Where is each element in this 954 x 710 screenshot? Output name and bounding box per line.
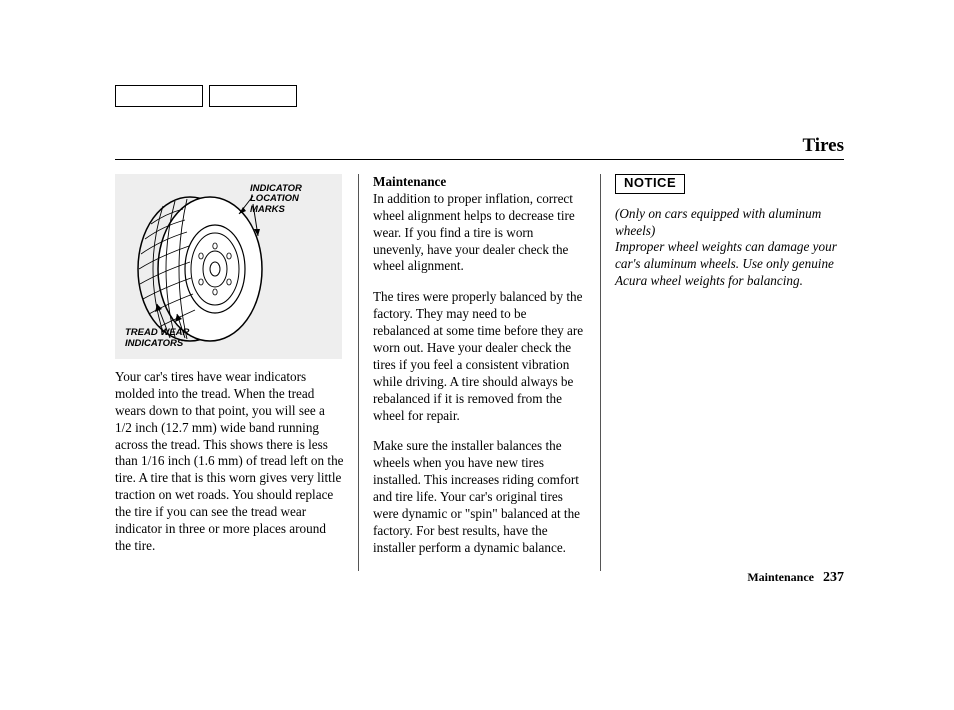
footer-section: Maintenance xyxy=(747,570,814,584)
nav-box-next[interactable] xyxy=(209,85,297,107)
nav-box-prev[interactable] xyxy=(115,85,203,107)
col3-note: (Only on cars equipped with aluminum whe… xyxy=(615,206,844,290)
col2-para2: The tires were properly balanced by the … xyxy=(373,289,586,424)
col2-para1: Maintenance In addition to proper inflati… xyxy=(373,174,586,275)
nav-boxes xyxy=(115,85,844,107)
diagram-label-tread: TREAD WEAR INDICATORS xyxy=(125,328,235,349)
col2-p1-text: In addition to proper inflation, correct… xyxy=(373,191,575,274)
column-2: Maintenance In addition to proper inflati… xyxy=(358,174,601,571)
notice-body: Improper wheel weights can damage your c… xyxy=(615,239,837,288)
page-footer: Maintenance 237 xyxy=(747,570,844,586)
col1-para1: Your car's tires have wear indicators mo… xyxy=(115,369,344,555)
column-3: NOTICE (Only on cars equipped with alumi… xyxy=(601,174,844,571)
col2-para3: Make sure the installer balances the whe… xyxy=(373,438,586,556)
maintenance-heading: Maintenance xyxy=(373,174,446,189)
diagram-label-indicator: INDICATOR LOCATION MARKS xyxy=(250,184,334,215)
column-1: INDICATOR LOCATION MARKS TREAD WEAR INDI… xyxy=(115,174,358,571)
tire-diagram: INDICATOR LOCATION MARKS TREAD WEAR INDI… xyxy=(115,174,342,359)
page-content: Tires xyxy=(115,85,844,571)
page-title: Tires xyxy=(115,135,844,157)
title-rule: Tires xyxy=(115,135,844,160)
notice-lead: (Only on cars equipped with aluminum whe… xyxy=(615,206,821,238)
footer-page-number: 237 xyxy=(823,570,844,585)
content-columns: INDICATOR LOCATION MARKS TREAD WEAR INDI… xyxy=(115,174,844,571)
notice-box: NOTICE xyxy=(615,174,685,194)
